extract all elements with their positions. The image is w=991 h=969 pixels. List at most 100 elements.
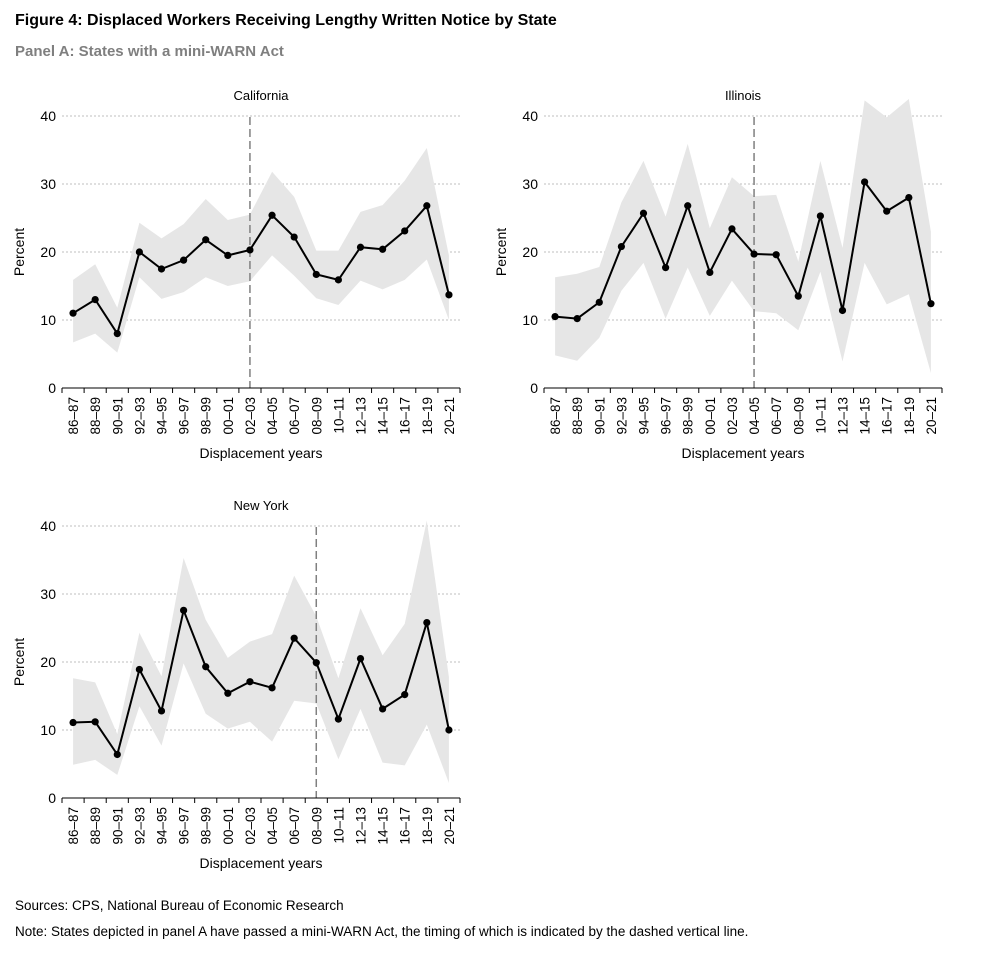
data-point xyxy=(246,678,254,686)
x-tick-label: 92–93 xyxy=(132,397,147,435)
x-tick-label: 04–05 xyxy=(265,397,280,435)
data-point xyxy=(617,242,625,251)
x-tick-label: 00–01 xyxy=(221,397,236,435)
y-axis-title: Percent xyxy=(11,228,27,276)
x-tick-label: 02–03 xyxy=(725,397,740,435)
data-point xyxy=(927,300,935,308)
x-tick-label: 86–87 xyxy=(66,397,81,435)
y-tick-label: 10 xyxy=(40,312,56,328)
x-tick-label: 90–91 xyxy=(110,807,125,845)
data-point xyxy=(883,207,891,215)
x-tick-label: 90–91 xyxy=(592,397,607,435)
chart-new-york-svg: New York 0 10 20 30 40 86–87 88–89 90–91 92–93 94–… xyxy=(11,498,461,871)
x-tick-label: 20–21 xyxy=(442,397,457,435)
data-point xyxy=(838,306,847,315)
data-point xyxy=(202,663,210,671)
data-point xyxy=(401,227,409,235)
x-tick-label: 94–95 xyxy=(155,807,170,845)
data-point xyxy=(69,718,77,727)
x-tick-label: 20–21 xyxy=(924,397,939,435)
confidence-band xyxy=(73,148,449,353)
x-tick-label: 10–11 xyxy=(813,397,828,434)
data-point xyxy=(684,202,692,210)
x-tick-label: 98–99 xyxy=(199,397,214,435)
x-tick-label: 14–15 xyxy=(376,397,391,435)
x-tick-label: 08–09 xyxy=(791,397,806,435)
data-point xyxy=(157,707,166,715)
x-tick-label: 92–93 xyxy=(614,397,629,435)
y-axis-title: Percent xyxy=(11,638,27,686)
data-point xyxy=(379,245,387,253)
x-tick-label: 12–13 xyxy=(836,397,851,435)
data-point xyxy=(573,315,581,323)
data-point xyxy=(356,243,365,251)
x-tick-label: 12–13 xyxy=(354,397,369,435)
data-point xyxy=(334,276,342,284)
chart-california-svg: California 0 10 20 30 40 86–87 88–89 90–91 92–93 9… xyxy=(11,88,461,461)
data-point xyxy=(268,684,276,692)
data-point xyxy=(312,659,320,667)
chart-title: New York xyxy=(234,498,289,513)
panel-title: Panel A: States with a mini-WARN Act xyxy=(15,43,284,60)
x-tick-label: 00–01 xyxy=(703,397,718,435)
data-point xyxy=(772,251,780,259)
x-tick-label: 94–95 xyxy=(637,397,652,435)
data-point xyxy=(662,264,670,272)
data-point xyxy=(113,330,121,338)
x-tick-label: 96–97 xyxy=(659,397,674,435)
y-tick-label: 10 xyxy=(522,312,538,328)
data-point xyxy=(202,236,210,244)
y-tick-label: 30 xyxy=(40,586,56,602)
data-point xyxy=(246,246,254,254)
data-point xyxy=(639,209,648,217)
data-point xyxy=(69,309,77,317)
series-line xyxy=(72,203,450,337)
x-tick-label: 14–15 xyxy=(376,807,391,845)
y-tick-label: 0 xyxy=(48,380,56,396)
x-tick-label: 86–87 xyxy=(548,397,563,435)
series-line xyxy=(555,179,932,320)
y-axis-title: Percent xyxy=(493,228,509,276)
x-tick-label: 18–19 xyxy=(420,807,435,845)
data-point xyxy=(595,298,603,306)
data-point xyxy=(157,265,166,273)
data-point xyxy=(91,718,99,726)
x-tick-label: 88–89 xyxy=(88,807,103,845)
x-tick-label: 08–09 xyxy=(309,807,324,845)
data-point xyxy=(861,178,869,186)
x-tick-label: 20–21 xyxy=(442,807,457,845)
y-tick-label: 40 xyxy=(522,108,538,124)
data-point xyxy=(312,270,320,279)
footnote: Note: States depicted in panel A have pa… xyxy=(15,924,749,939)
chart-title: Illinois xyxy=(725,88,762,103)
data-point xyxy=(290,233,298,241)
chart-new-york: New York 0 10 20 30 40 86–87 88–89 90–91 92–93 94–… xyxy=(0,490,480,880)
data-point xyxy=(180,256,188,264)
y-tick-label: 20 xyxy=(40,654,56,670)
data-point xyxy=(905,194,913,202)
data-point xyxy=(268,211,276,219)
y-tick-label: 30 xyxy=(522,176,538,192)
x-tick-label: 06–07 xyxy=(287,807,302,845)
figure-title: Figure 4: Displaced Workers Receiving Le… xyxy=(15,12,557,29)
data-point xyxy=(816,212,824,220)
y-tick-label: 30 xyxy=(40,176,56,192)
x-tick-label: 96–97 xyxy=(177,397,192,435)
data-point xyxy=(290,634,298,642)
data-point xyxy=(750,250,758,258)
x-axis-title: Displacement years xyxy=(200,445,323,461)
x-tick-label: 06–07 xyxy=(287,397,302,435)
x-tick-label: 06–07 xyxy=(769,397,784,435)
x-axis-title: Displacement years xyxy=(682,445,805,461)
confidence-band xyxy=(555,99,931,373)
y-tick-label: 40 xyxy=(40,108,56,124)
confidence-band xyxy=(73,520,449,783)
y-tick-label: 0 xyxy=(530,380,538,396)
data-point xyxy=(135,665,143,674)
x-tick-label: 02–03 xyxy=(243,397,258,435)
data-point xyxy=(113,750,121,759)
series-line xyxy=(73,606,450,757)
x-tick-label: 08–09 xyxy=(309,397,324,435)
x-tick-label: 98–99 xyxy=(681,397,696,435)
x-tick-label: 88–89 xyxy=(570,397,585,435)
